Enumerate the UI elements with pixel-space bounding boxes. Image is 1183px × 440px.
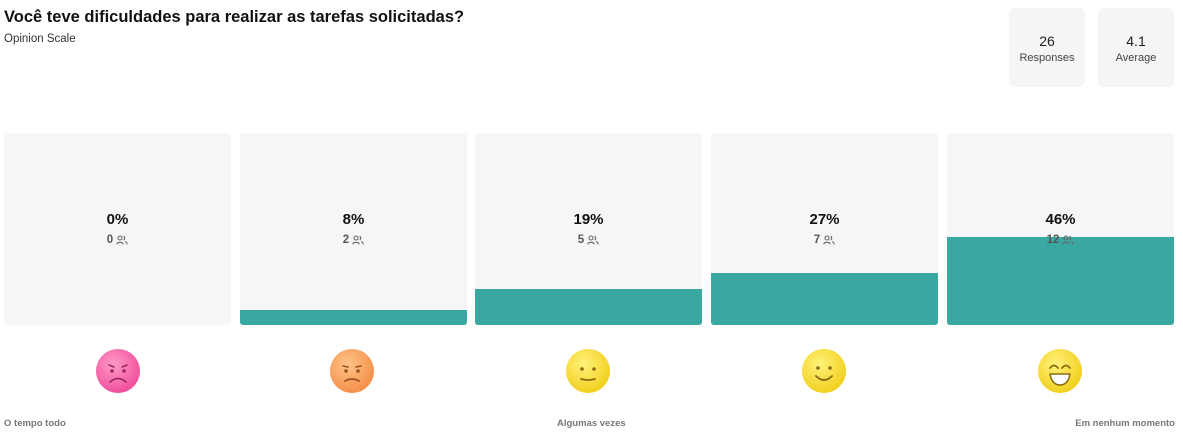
bar-fill	[475, 288, 702, 325]
orange-frown-face-icon	[330, 349, 374, 393]
yellow-neutral-face-icon	[566, 349, 610, 393]
bar-percent: 27%	[809, 211, 840, 228]
bar-count: 7	[813, 234, 821, 246]
average-card: 4.1 Average	[1098, 8, 1174, 87]
yellow-smile-face-icon	[802, 349, 846, 393]
people-icon	[352, 235, 364, 245]
bar-option-5: 46% 12	[947, 133, 1174, 325]
responses-card: 26 Responses	[1009, 8, 1085, 87]
pink-sad-face-icon	[96, 349, 140, 393]
scale-label-middle: Algumas vezes	[557, 418, 626, 429]
scale-label-right: Em nenhum momento	[1075, 418, 1175, 429]
bar-percent: 19%	[573, 211, 604, 228]
bar-count-row: 5	[475, 234, 702, 246]
bar-fill	[240, 309, 467, 325]
people-icon	[1062, 235, 1075, 245]
bar-count-row: 0	[4, 234, 231, 246]
people-icon	[587, 235, 599, 245]
bar-option-1: 0% 0	[4, 133, 231, 325]
responses-label: Responses	[1019, 52, 1075, 64]
scale-label-left: O tempo todo	[4, 418, 66, 429]
bar-count: 2	[342, 234, 350, 246]
bar-option-4: 27% 7	[711, 133, 938, 325]
bar-fill	[711, 273, 938, 325]
people-icon	[823, 235, 835, 245]
bar-fill	[947, 236, 1174, 325]
bar-count: 0	[106, 234, 114, 246]
bar-count-row: 12	[947, 234, 1174, 246]
yellow-grin-face-icon	[1038, 349, 1082, 393]
bar-percent: 46%	[1045, 211, 1076, 228]
bar-percent: 8%	[342, 211, 365, 228]
question-type: Opinion Scale	[4, 33, 76, 45]
bar-count-row: 2	[240, 234, 467, 246]
bar-count: 12	[1046, 234, 1060, 246]
question-title: Você teve dificuldades para realizar as …	[4, 8, 465, 26]
people-icon	[116, 235, 128, 245]
bar-option-3: 19% 5	[475, 133, 702, 325]
average-value: 4.1	[1126, 33, 1146, 49]
bar-percent: 0%	[106, 211, 129, 228]
bar-count-row: 7	[711, 234, 938, 246]
bar-option-2: 8% 2	[240, 133, 467, 325]
average-label: Average	[1115, 52, 1157, 64]
bar-count: 5	[577, 234, 585, 246]
responses-count: 26	[1039, 33, 1055, 49]
